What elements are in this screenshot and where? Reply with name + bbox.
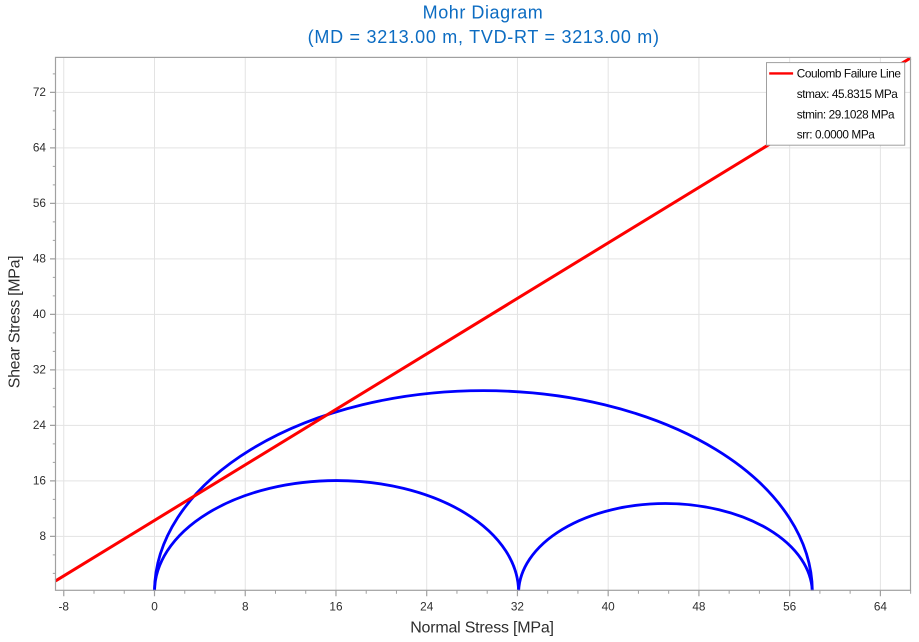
svg-text:stmin: 29.1028 MPa: stmin: 29.1028 MPa <box>797 108 895 122</box>
svg-text:Shear Stress [MPa]: Shear Stress [MPa] <box>7 256 24 388</box>
svg-text:Mohr Diagram: Mohr Diagram <box>423 2 544 22</box>
svg-text:72: 72 <box>33 85 46 99</box>
svg-text:32: 32 <box>33 363 46 377</box>
svg-text:Coulomb Failure Line: Coulomb Failure Line <box>797 67 902 81</box>
svg-text:40: 40 <box>33 307 47 321</box>
svg-text:40: 40 <box>602 599 616 613</box>
svg-text:srr: 0.0000 MPa: srr: 0.0000 MPa <box>797 128 875 142</box>
svg-text:56: 56 <box>33 196 47 210</box>
svg-text:24: 24 <box>420 599 434 613</box>
svg-text:8: 8 <box>242 599 249 613</box>
svg-text:stmax: 45.8315 MPa: stmax: 45.8315 MPa <box>797 87 898 101</box>
svg-text:48: 48 <box>33 252 47 266</box>
svg-text:-8: -8 <box>59 599 70 613</box>
svg-text:64: 64 <box>874 599 888 613</box>
svg-text:64: 64 <box>33 141 47 155</box>
svg-text:(MD = 3213.00 m, TVD-RT = 3213: (MD = 3213.00 m, TVD-RT = 3213.00 m) <box>308 27 660 47</box>
svg-text:16: 16 <box>329 599 343 613</box>
svg-text:56: 56 <box>783 599 797 613</box>
svg-text:16: 16 <box>33 474 47 488</box>
svg-text:32: 32 <box>511 599 524 613</box>
svg-text:8: 8 <box>39 529 46 543</box>
svg-text:0: 0 <box>151 599 158 613</box>
svg-text:24: 24 <box>33 418 47 432</box>
svg-text:48: 48 <box>692 599 706 613</box>
svg-text:Normal Stress [MPa]: Normal Stress [MPa] <box>410 620 554 637</box>
